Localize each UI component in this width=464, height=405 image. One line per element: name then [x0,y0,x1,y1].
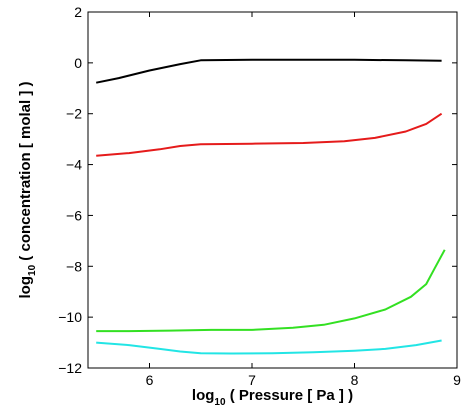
y-tick-label: −2 [66,106,82,122]
series-line-4 [96,339,442,355]
x-tick-label: 6 [146,372,154,388]
series-line-3 [96,249,446,333]
y-axis-ticks: 2 0 −2 −4 −6 −8 −10 −12 [58,4,457,376]
y-tick-label: 2 [74,4,82,20]
x-tick-label: 9 [453,372,461,388]
x-axis-label: log10 ( Pressure [ Pa ] ) [192,387,353,405]
series-line-1 [95,58,442,84]
y-tick-label: 0 [74,55,82,71]
y-tick-label: −12 [58,360,82,376]
series-line-2 [96,112,443,157]
plot-frame [87,11,458,369]
y-tick-label: −8 [66,258,82,274]
y-tick-label: −6 [66,207,82,223]
x-tick-label: 8 [351,372,359,388]
y-axis-label: log10 ( concentration [ molal ] ) [17,82,38,299]
x-axis-ticks: 6 7 8 9 [146,12,461,388]
y-tick-label: −10 [58,309,82,325]
x-tick-label: 7 [248,372,256,388]
y-tick-label: −4 [66,157,82,173]
plot-series [95,58,446,355]
